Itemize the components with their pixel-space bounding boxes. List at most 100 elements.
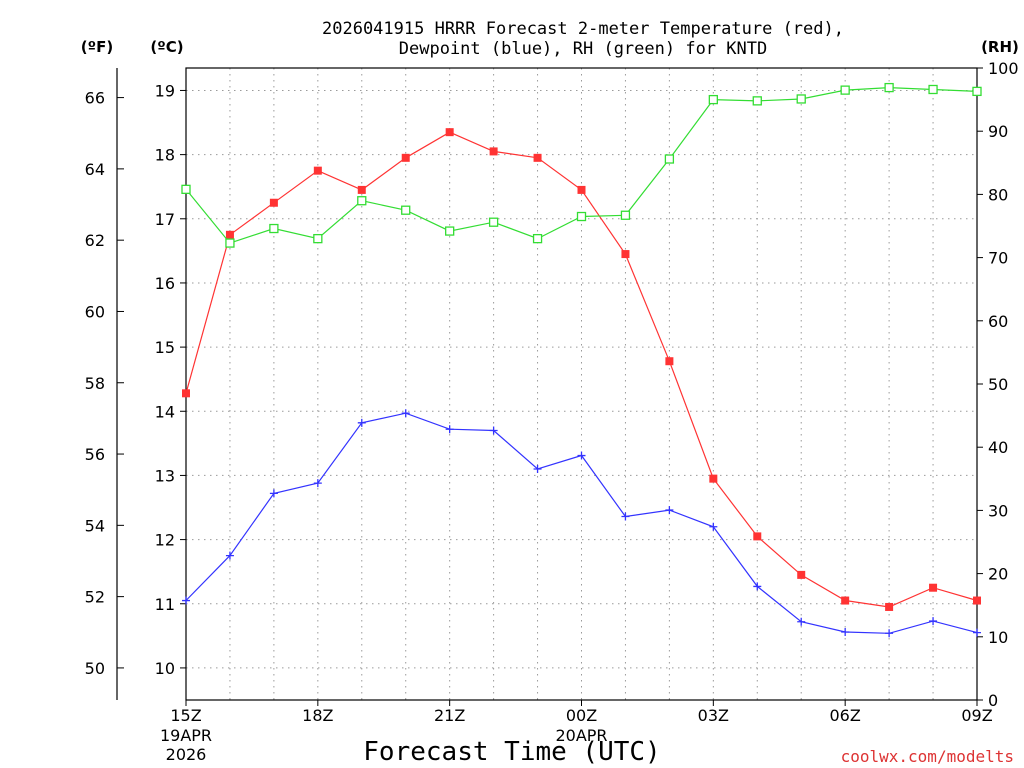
dewpoint-point [533,465,542,474]
rh-point [181,184,191,194]
rh-tick-label: 60 [988,312,1008,331]
rh-point [313,233,323,244]
fahrenheit-tick-label: 64 [85,160,105,179]
temperature-point [621,250,630,259]
rh-tick-label: 50 [988,375,1008,394]
rh-point [752,96,762,106]
rh-point [576,211,587,222]
rh-point [972,86,982,97]
temperature-point [489,147,498,156]
temperature-point [665,357,674,366]
rh-point [796,94,806,104]
fahrenheit-tick-label: 54 [85,516,105,535]
temperature-point [313,166,322,175]
celsius-tick-label: 17 [155,210,175,229]
temperature-line [185,131,978,608]
grid-layer [186,68,977,700]
temperature-point [577,185,586,194]
temperature-point [973,596,981,605]
x-tick-label: 03Z [698,706,729,725]
rh-point [928,84,938,95]
dewpoint-point [577,451,586,460]
celsius-tick-label: 15 [155,338,175,357]
chart-title-line1: 2026041915 HRRR Forecast 2-meter Tempera… [322,19,844,39]
dewpoint-point [973,628,981,637]
dewpoint-point [841,627,850,636]
axes-layer: 10 11 12 13 14 15 16 17 18 19 50 52 54 56 58 60 62 64 66 0 1… [85,59,1019,764]
rh-tick-label: 70 [988,249,1008,268]
temperature-point [445,128,454,137]
rh-tick-label: 30 [988,501,1008,520]
rh-point [664,154,675,164]
rh-point [357,196,367,206]
x-year-label: 2026 [166,745,207,764]
dewpoint-point [269,489,278,498]
credit-text: coolwx.com/modelts [841,747,1014,766]
rh-point [488,217,499,227]
fahrenheit-unit-label: (ºF) [81,38,113,56]
dewpoint-point [401,409,410,418]
rh-point [225,238,235,248]
x-date-label: 20APR [555,726,607,745]
celsius-tick-label: 18 [155,146,175,165]
rh-tick-label: 20 [988,565,1008,584]
rh-tick-label: 40 [988,438,1008,457]
dewpoint-point [621,512,630,521]
x-tick-label: 06Z [830,706,861,725]
dewpoint-point [753,582,762,591]
rh-point [708,94,718,105]
temperature-point [357,185,366,194]
rh-tick-label: 90 [988,122,1008,141]
dewpoint-point [357,418,366,427]
dewpoint-point [225,551,234,560]
dewpoint-point [929,617,938,626]
temperature-point [401,153,410,162]
rh-tick-label: 10 [988,628,1008,647]
dewpoint-point [445,425,454,434]
x-date-label: 19APR [160,726,212,745]
rh-point [269,223,279,234]
rh-point [884,82,894,93]
fahrenheit-tick-label: 58 [85,374,105,393]
fahrenheit-tick-label: 62 [85,231,105,250]
x-tick-label: 21Z [434,706,465,725]
celsius-tick-label: 12 [155,531,175,550]
dewpoint-point [313,479,322,488]
rh-point [620,210,631,220]
chart-title-line2: Dewpoint (blue), RH (green) for KNTD [399,39,767,59]
x-tick-label: 18Z [302,706,333,725]
celsius-tick-label: 11 [155,595,175,614]
temperature-point [709,474,718,483]
temperature-point [753,532,762,541]
plot-frame [185,67,978,701]
temperature-point [797,570,806,579]
fahrenheit-tick-label: 60 [85,302,105,321]
fahrenheit-tick-label: 66 [85,89,105,108]
celsius-tick-label: 14 [155,402,175,421]
x-axis-title: Forecast Time (UTC) [363,737,660,767]
celsius-tick-label: 10 [155,659,175,678]
rh-unit-label: (RH) [981,38,1019,56]
dewpoint-point [885,629,894,638]
x-tick-label: 09Z [961,706,992,725]
temperature-point [929,583,938,592]
dewpoint-point [797,617,806,626]
rh-tick-label: 100 [988,59,1019,78]
celsius-tick-label: 19 [155,81,175,100]
rh-point [840,85,850,95]
temperature-point [225,230,234,239]
temperature-point [533,153,542,162]
fahrenheit-tick-label: 50 [85,659,105,678]
dewpoint-point [665,506,674,515]
celsius-tick-label: 13 [155,466,175,485]
temperature-point [885,602,894,611]
fahrenheit-tick-label: 52 [85,588,105,607]
celsius-unit-label: (ºC) [150,38,183,56]
rh-point [445,226,455,236]
rh-point [532,233,543,244]
x-tick-label: 00Z [566,706,597,725]
rh-tick-label: 0 [988,691,998,710]
fahrenheit-tick-label: 56 [85,445,105,464]
dewpoint-point [489,426,498,435]
